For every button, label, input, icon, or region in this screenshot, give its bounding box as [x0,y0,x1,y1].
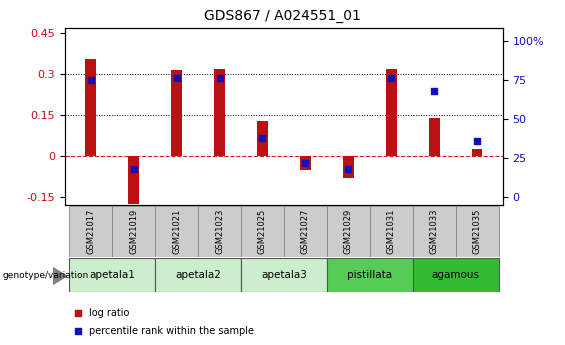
Text: GSM21019: GSM21019 [129,208,138,254]
Bar [327,258,412,292]
Text: GSM21035: GSM21035 [472,208,481,254]
Text: GSM21031: GSM21031 [386,208,396,254]
Bar [343,156,354,178]
Bar [300,156,311,170]
Point [73,310,82,316]
Bar [412,206,455,257]
Text: GDS867 / A024551_01: GDS867 / A024551_01 [204,9,361,23]
Bar [412,258,498,292]
Point [429,88,438,93]
Point [258,135,267,141]
Bar [257,120,268,156]
Polygon shape [53,267,67,285]
Bar [69,258,155,292]
Text: percentile rank within the sample: percentile rank within the sample [89,326,254,335]
Bar [241,258,327,292]
Bar [171,70,182,156]
Bar [85,59,96,156]
Point [73,328,82,333]
Bar [284,206,327,257]
Bar [214,69,225,156]
Text: agamous: agamous [432,270,480,279]
Bar [155,206,198,257]
Text: apetala2: apetala2 [175,270,221,279]
Point [301,160,310,166]
Bar [472,149,483,156]
Text: log ratio: log ratio [89,308,129,318]
Bar [429,118,440,156]
Point [472,138,481,144]
Text: GSM21033: GSM21033 [429,208,438,254]
Text: GSM21023: GSM21023 [215,208,224,254]
Point [344,166,353,172]
Bar [241,206,284,257]
Bar [370,206,412,257]
Text: GSM21025: GSM21025 [258,208,267,254]
Text: apetala1: apetala1 [89,270,135,279]
Bar [69,206,112,257]
Point [386,76,396,81]
Bar [155,258,241,292]
Bar [386,69,397,156]
Point [86,77,95,82]
Text: GSM21027: GSM21027 [301,208,310,254]
Text: GSM21029: GSM21029 [344,208,353,254]
Bar [327,206,370,257]
Text: apetala3: apetala3 [261,270,307,279]
Point [215,76,224,81]
Text: genotype/variation: genotype/variation [3,272,89,280]
Bar [198,206,241,257]
Bar [112,206,155,257]
Text: GSM21021: GSM21021 [172,208,181,254]
Text: pistillata: pistillata [347,270,392,279]
Bar [455,206,498,257]
Point [129,166,138,172]
Bar [128,156,139,204]
Text: GSM21017: GSM21017 [86,208,95,254]
Point [172,76,181,81]
